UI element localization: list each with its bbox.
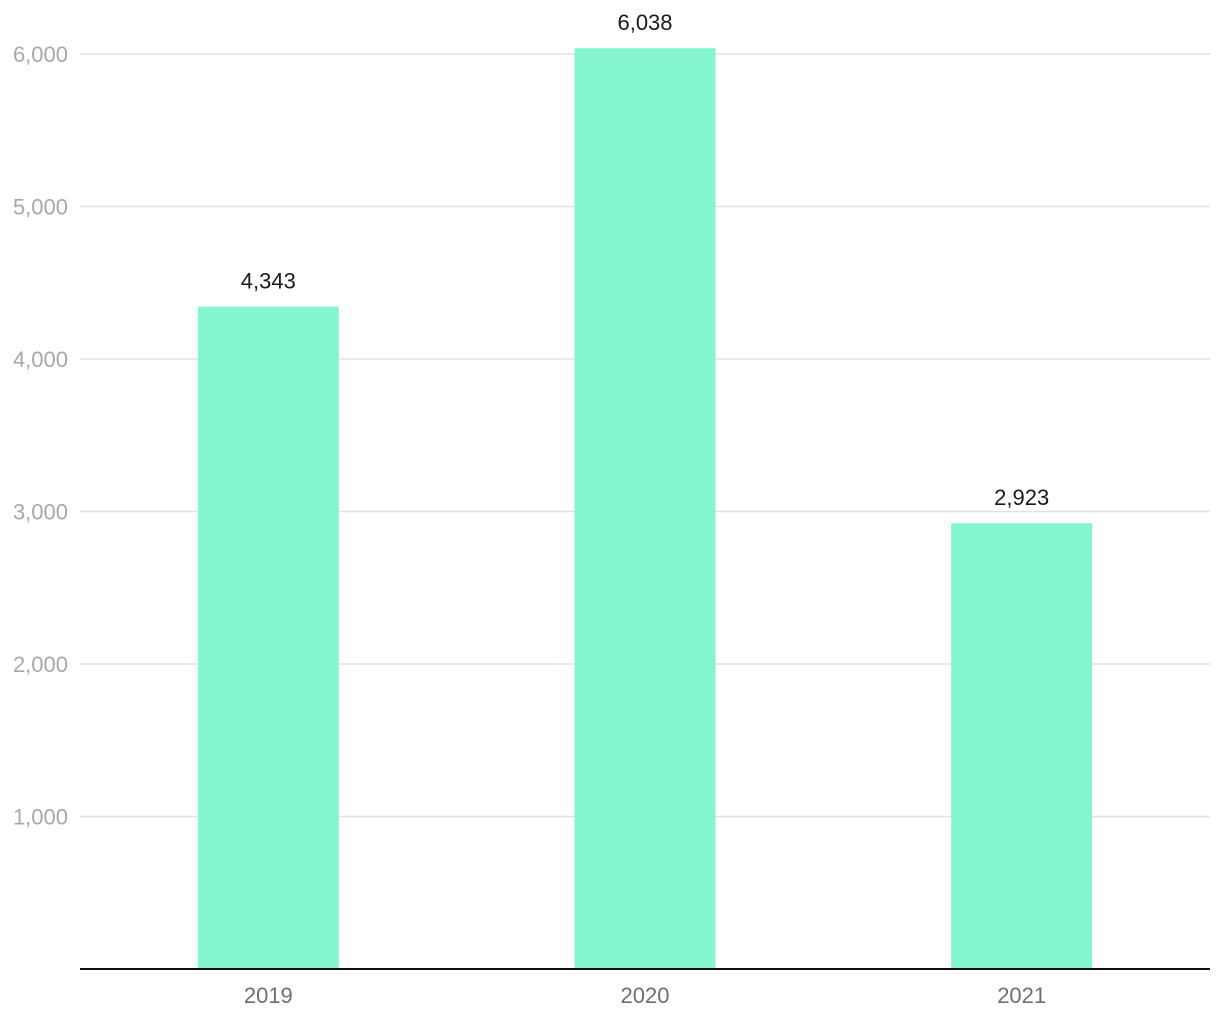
axes: 1,000 2,000 3,000 4,000 5,000 6,000 2019 2020 20… xyxy=(13,42,1210,1008)
y-tick-label: 1,000 xyxy=(13,805,68,830)
y-tick-label: 2,000 xyxy=(13,652,68,677)
bars xyxy=(197,48,1093,969)
bar-2019 xyxy=(197,306,339,969)
y-tick-label: 5,000 xyxy=(13,195,68,220)
data-label-2021: 2,923 xyxy=(994,485,1049,510)
y-tick-label: 4,000 xyxy=(13,347,68,372)
data-label-2019: 4,343 xyxy=(241,269,296,294)
data-labels: 4,343 6,038 2,923 xyxy=(241,10,1049,510)
x-tick-label-2020: 2020 xyxy=(621,983,670,1008)
x-tick-label-2019: 2019 xyxy=(244,983,293,1008)
y-tick-label: 6,000 xyxy=(13,42,68,67)
x-tick-label-2021: 2021 xyxy=(997,983,1046,1008)
bar-2021 xyxy=(951,523,1093,969)
y-tick-label: 3,000 xyxy=(13,500,68,525)
data-label-2020: 6,038 xyxy=(617,10,672,35)
bar-2020 xyxy=(574,48,716,969)
